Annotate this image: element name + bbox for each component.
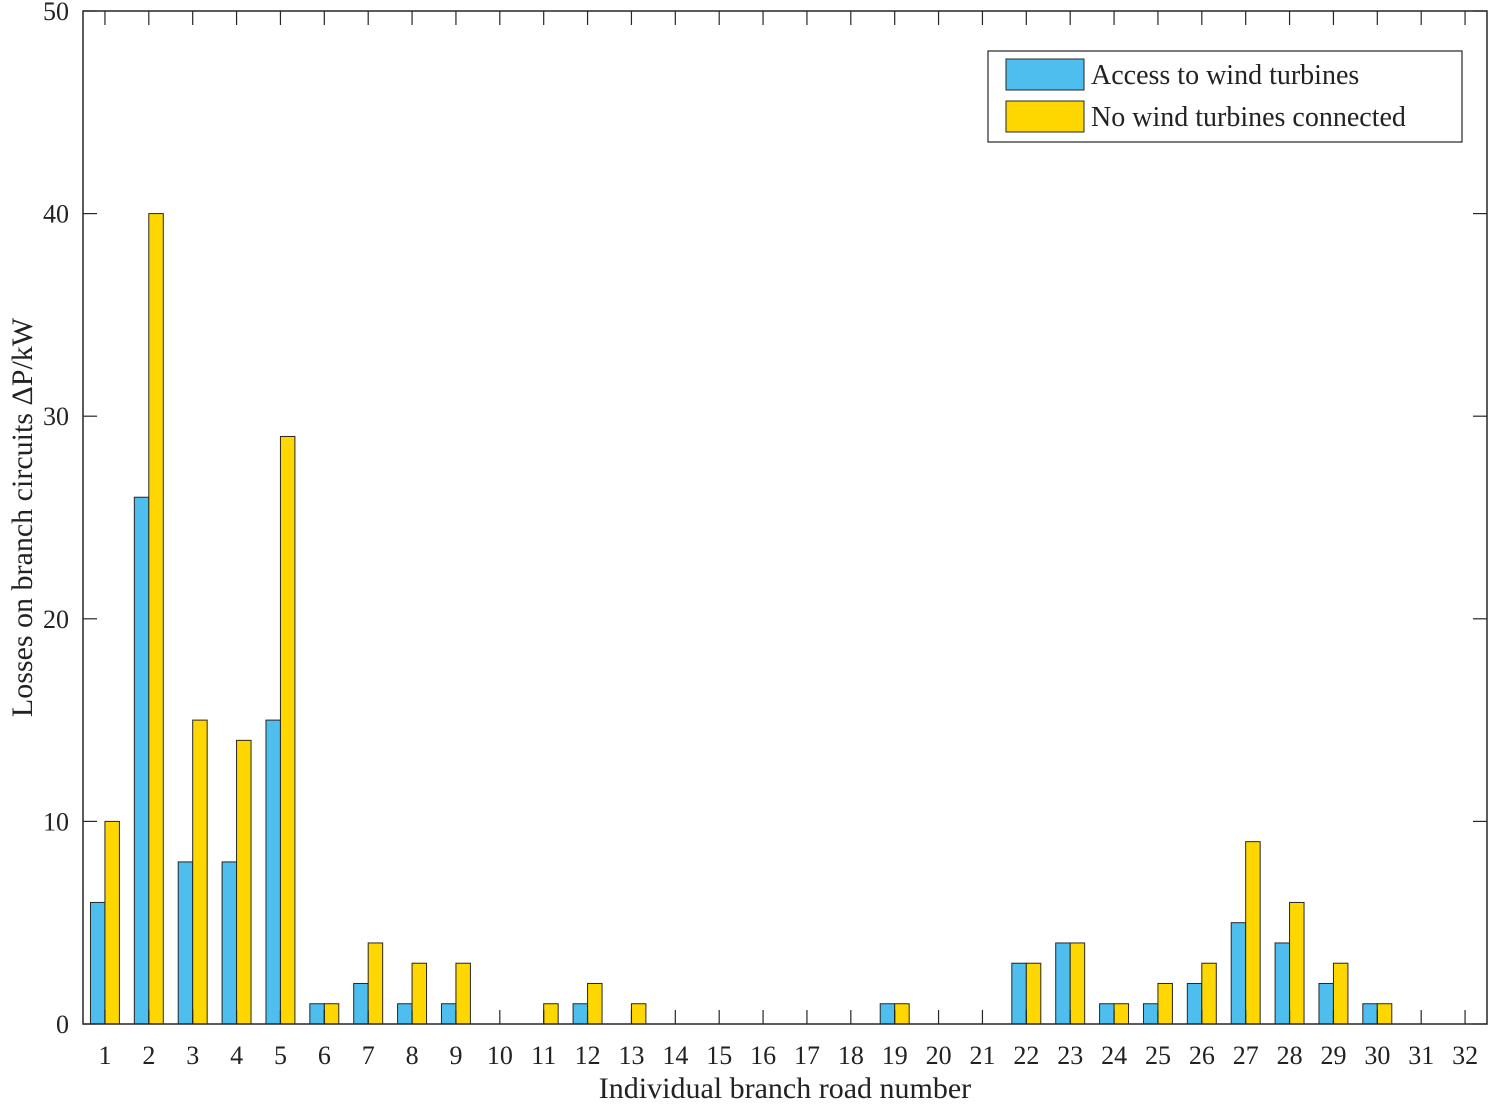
- bar-no-wind-11: [543, 1003, 559, 1025]
- y-tick-labels: 0 10 20 30 40 50: [43, 0, 69, 1039]
- bars-group: [89, 213, 1393, 1025]
- bar-access-8: [397, 1003, 413, 1025]
- y-tick-label: 10: [43, 807, 69, 836]
- bar-no-wind-24: [1113, 1003, 1130, 1025]
- bar-no-wind-1: [104, 820, 120, 1025]
- bar-access-28: [1274, 942, 1291, 1025]
- x-tick-label: 21: [969, 1041, 995, 1070]
- x-tick-label: 20: [926, 1041, 952, 1070]
- x-tick-label: 19: [882, 1041, 908, 1070]
- x-tick-label: 16: [750, 1041, 776, 1070]
- x-tick-label: 28: [1277, 1041, 1303, 1070]
- bar-access-22: [1011, 962, 1027, 1025]
- bar-access-26: [1186, 982, 1203, 1025]
- x-tick-label: 32: [1452, 1041, 1478, 1070]
- x-tick-label: 10: [487, 1041, 513, 1070]
- bar-no-wind-19: [894, 1003, 910, 1025]
- y-tick-label: 20: [43, 605, 69, 634]
- bar-access-30: [1362, 1003, 1378, 1025]
- legend-label-access: Access to wind turbines: [1091, 60, 1359, 91]
- bar-no-wind-8: [411, 962, 428, 1025]
- x-tick-label: 29: [1320, 1041, 1346, 1070]
- legend-swatch-access: [1005, 58, 1085, 91]
- x-tick-label: 6: [318, 1041, 331, 1070]
- y-tick-label: 30: [43, 402, 69, 431]
- x-tick-label: 24: [1101, 1041, 1127, 1070]
- x-tick-label: 22: [1013, 1041, 1039, 1070]
- bar-access-1: [89, 901, 106, 1025]
- x-tick-label: 17: [794, 1041, 820, 1070]
- y-tick-label: 50: [43, 0, 69, 26]
- bar-access-6: [309, 1003, 325, 1025]
- bar-no-wind-5: [279, 435, 296, 1025]
- bar-access-12: [572, 1003, 589, 1025]
- bar-access-7: [353, 982, 369, 1025]
- bar-access-29: [1318, 982, 1334, 1025]
- x-tick-label: 25: [1145, 1041, 1171, 1070]
- plot-frame: [82, 10, 1488, 1025]
- x-tick-label: 9: [449, 1041, 462, 1070]
- bar-no-wind-4: [236, 739, 252, 1025]
- bar-access-24: [1099, 1003, 1115, 1025]
- bar-no-wind-27: [1245, 841, 1261, 1025]
- bar-no-wind-30: [1376, 1003, 1393, 1025]
- bar-access-27: [1230, 922, 1247, 1025]
- x-tick-label: 1: [98, 1041, 111, 1070]
- bar-no-wind-7: [367, 942, 384, 1025]
- y-axis-label: Losses on branch circuits ΔP/kW: [6, 317, 39, 717]
- x-tick-label: 15: [706, 1041, 732, 1070]
- bar-no-wind-9: [455, 962, 471, 1025]
- legend: Access to wind turbines No wind turbines…: [987, 50, 1463, 143]
- x-tick-label: 4: [230, 1041, 243, 1070]
- bar-access-25: [1142, 1003, 1159, 1025]
- x-tick-label: 2: [142, 1041, 155, 1070]
- bar-access-2: [133, 496, 150, 1025]
- legend-swatch-no-wind: [1005, 100, 1085, 133]
- legend-label-no-wind: No wind turbines connected: [1091, 102, 1406, 133]
- bar-no-wind-12: [587, 982, 603, 1025]
- x-axis-label: Individual branch road number: [599, 1072, 971, 1105]
- x-tick-label: 23: [1057, 1041, 1083, 1070]
- bar-access-3: [177, 861, 194, 1025]
- x-tick-label: 13: [618, 1041, 644, 1070]
- y-tick-label: 40: [43, 200, 69, 229]
- bar-no-wind-2: [148, 213, 164, 1025]
- x-tick-label: 3: [186, 1041, 199, 1070]
- bar-access-4: [221, 861, 238, 1025]
- bar-no-wind-13: [630, 1003, 647, 1025]
- x-tick-label: 5: [274, 1041, 287, 1070]
- x-tick-label: 31: [1408, 1041, 1434, 1070]
- x-tick-labels: 1 2 3 4 5 6 7 8 9 10 11 12 13 14 15 16 17 18 19 20 21 22 23 24 2…: [98, 1041, 1478, 1070]
- bar-no-wind-28: [1289, 901, 1305, 1025]
- bar-no-wind-23: [1069, 942, 1086, 1025]
- y-tick-label: 0: [56, 1010, 69, 1039]
- x-tick-label: 30: [1364, 1041, 1390, 1070]
- x-tick-label: 18: [838, 1041, 864, 1070]
- bar-no-wind-3: [192, 719, 208, 1025]
- bar-no-wind-25: [1157, 982, 1173, 1025]
- x-tick-label: 26: [1189, 1041, 1215, 1070]
- x-tick-label: 27: [1233, 1041, 1259, 1070]
- bar-no-wind-26: [1201, 962, 1217, 1025]
- bar-access-9: [440, 1003, 457, 1025]
- bar-no-wind-22: [1025, 962, 1042, 1025]
- bar-access-5: [265, 719, 281, 1025]
- x-tick-label: 12: [575, 1041, 601, 1070]
- x-tick-label: 8: [406, 1041, 419, 1070]
- bar-no-wind-6: [323, 1003, 340, 1025]
- bar-access-19: [879, 1003, 896, 1025]
- bar-access-23: [1055, 942, 1071, 1025]
- x-tick-label: 7: [362, 1041, 375, 1070]
- x-tick-label: 11: [531, 1041, 556, 1070]
- bar-no-wind-29: [1332, 962, 1349, 1025]
- x-tick-label: 14: [662, 1041, 688, 1070]
